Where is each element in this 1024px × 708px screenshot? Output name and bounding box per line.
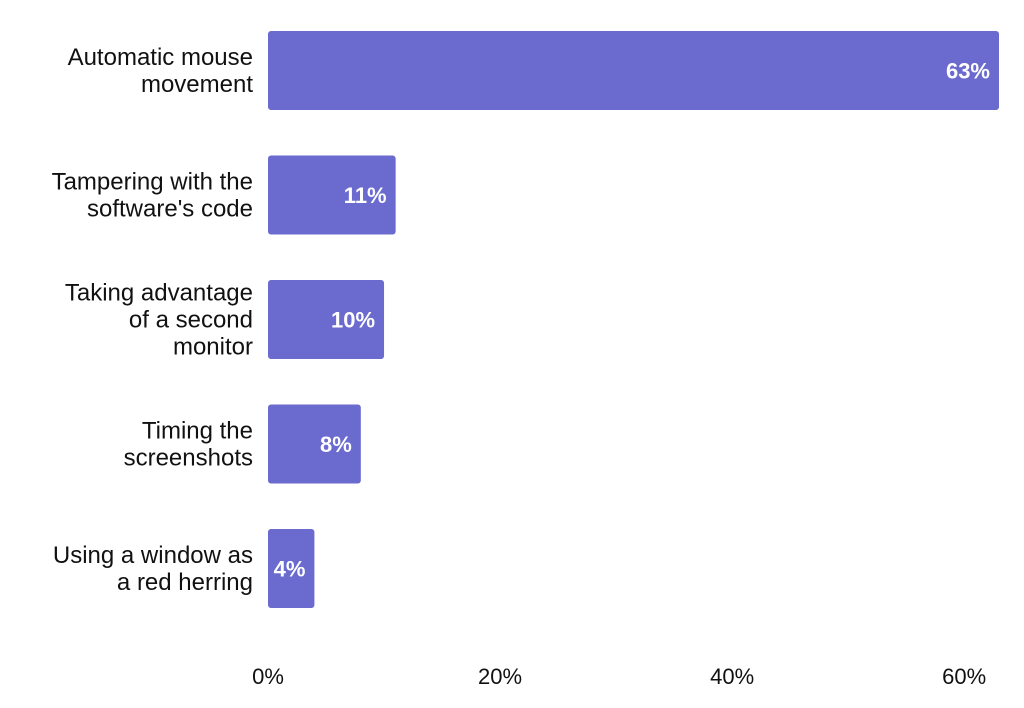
bar bbox=[268, 31, 999, 110]
category-label-line: movement bbox=[141, 71, 253, 98]
bars-group bbox=[268, 31, 999, 608]
bar bbox=[268, 280, 385, 359]
category-label: Timing the screenshots bbox=[124, 418, 253, 472]
category-label-line: screenshots bbox=[124, 445, 253, 472]
category-label-line: monitor bbox=[173, 334, 253, 361]
value-labels-group: 63% 11% 10% 8% 4% bbox=[274, 59, 990, 582]
bar bbox=[268, 155, 396, 235]
category-label: Tampering with the software's code bbox=[52, 169, 253, 223]
category-labels-group: Automatic mouse movement Tampering with th… bbox=[52, 44, 254, 596]
category-label: Automatic mouse movement bbox=[68, 44, 254, 98]
x-axis-ticks-group: 0% 20% 40% 60% bbox=[252, 664, 986, 689]
bar-value-label: 11% bbox=[344, 183, 387, 208]
x-tick-label: 40% bbox=[710, 664, 754, 689]
category-label-line: Timing the bbox=[142, 418, 253, 445]
category-label-line: Tampering with the bbox=[52, 169, 253, 196]
bar-value-label: 63% bbox=[946, 59, 990, 84]
category-label-line: software's code bbox=[87, 196, 253, 223]
category-label-line: Taking advantage bbox=[65, 280, 253, 307]
category-label: Using a window as a red herring bbox=[53, 542, 253, 596]
category-label: Taking advantage of a second monitor bbox=[65, 280, 253, 361]
bar bbox=[268, 529, 315, 608]
x-tick-label: 0% bbox=[252, 664, 284, 689]
category-label-line: Using a window as bbox=[53, 542, 253, 569]
bar-value-label: 8% bbox=[320, 432, 352, 457]
category-label-line: of a second bbox=[129, 307, 253, 334]
x-tick-label: 20% bbox=[478, 664, 522, 689]
bar bbox=[268, 404, 361, 484]
bar-value-label: 4% bbox=[274, 557, 306, 582]
x-tick-label: 60% bbox=[942, 664, 986, 689]
category-label-line: a red herring bbox=[117, 569, 253, 596]
bar-value-label: 10% bbox=[331, 308, 375, 333]
category-label-line: Automatic mouse bbox=[68, 44, 253, 71]
